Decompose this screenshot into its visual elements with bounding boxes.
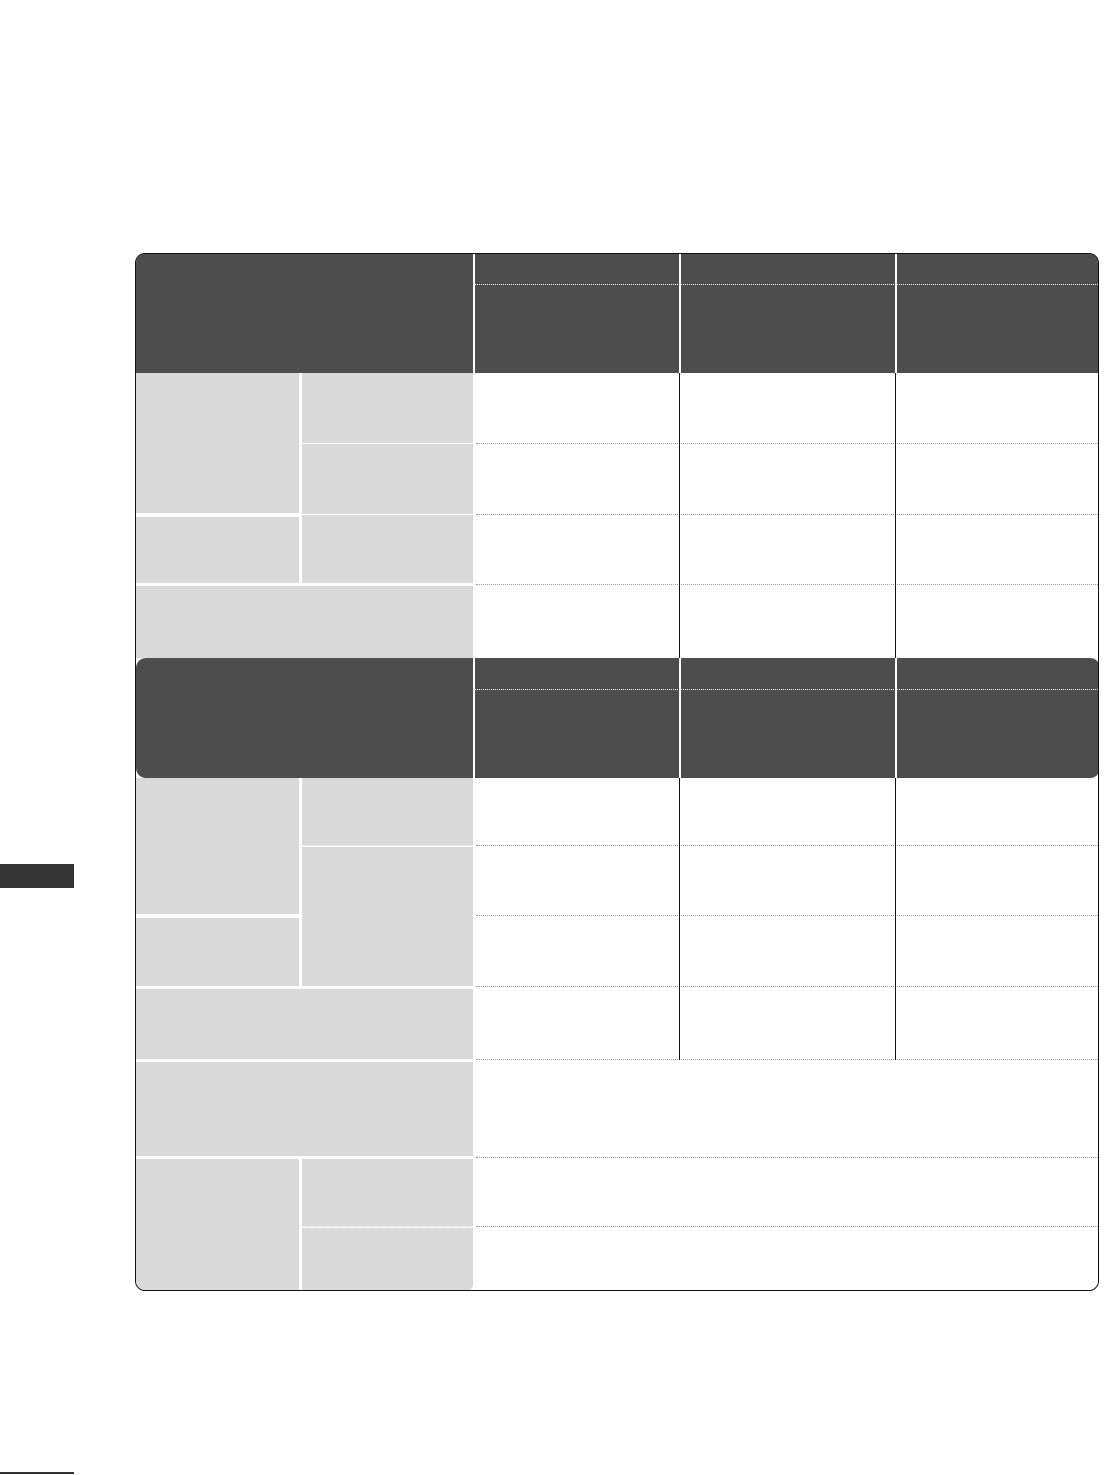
row-divider bbox=[476, 986, 1098, 987]
row-label-5a bbox=[302, 916, 473, 986]
col-sep bbox=[679, 778, 680, 1060]
row-label-group-1 bbox=[136, 373, 299, 513]
row-divider bbox=[476, 1226, 1098, 1227]
row-label-4b bbox=[302, 847, 473, 916]
label-divider bbox=[302, 1226, 473, 1227]
row-divider bbox=[476, 514, 1098, 515]
row-divider bbox=[476, 915, 1098, 916]
col-sep bbox=[895, 373, 896, 658]
label-divider bbox=[302, 845, 473, 846]
row-label-2a bbox=[302, 515, 473, 583]
table-header-1 bbox=[136, 254, 1098, 373]
label-divider bbox=[302, 443, 473, 444]
row-label-3 bbox=[136, 586, 473, 658]
header-2-col-sep bbox=[895, 658, 897, 778]
header-1-col-sep bbox=[679, 254, 681, 373]
row-divider bbox=[476, 845, 1098, 846]
row-label-group-5 bbox=[136, 1159, 299, 1290]
header-2-col-sep bbox=[473, 658, 475, 778]
header-1-divider bbox=[474, 284, 1098, 285]
row-label-group-3 bbox=[136, 778, 299, 914]
header-1-col-sep bbox=[473, 254, 475, 373]
row-divider bbox=[476, 1157, 1098, 1158]
header-1-col-sep bbox=[895, 254, 897, 373]
table-header-2 bbox=[136, 658, 1098, 778]
row-label-group-2 bbox=[136, 517, 299, 583]
row-divider bbox=[476, 584, 1098, 585]
side-chapter-tab bbox=[0, 864, 74, 888]
row-divider bbox=[476, 1059, 1098, 1060]
row-label-4a bbox=[302, 778, 473, 846]
col-sep bbox=[895, 778, 896, 1060]
header-2-divider bbox=[474, 689, 1098, 690]
col-sep bbox=[679, 373, 680, 658]
row-divider bbox=[476, 443, 1098, 444]
row-label-8a bbox=[302, 1159, 473, 1227]
footer-rule bbox=[0, 1472, 74, 1474]
row-label-8b bbox=[302, 1228, 473, 1290]
row-label-1a bbox=[302, 373, 473, 443]
row-label-6 bbox=[136, 989, 473, 1059]
spec-table bbox=[135, 253, 1099, 1291]
row-label-group-4 bbox=[136, 918, 299, 986]
header-2-col-sep bbox=[679, 658, 681, 778]
row-label-7 bbox=[136, 1062, 473, 1156]
row-label-1b bbox=[302, 444, 473, 514]
